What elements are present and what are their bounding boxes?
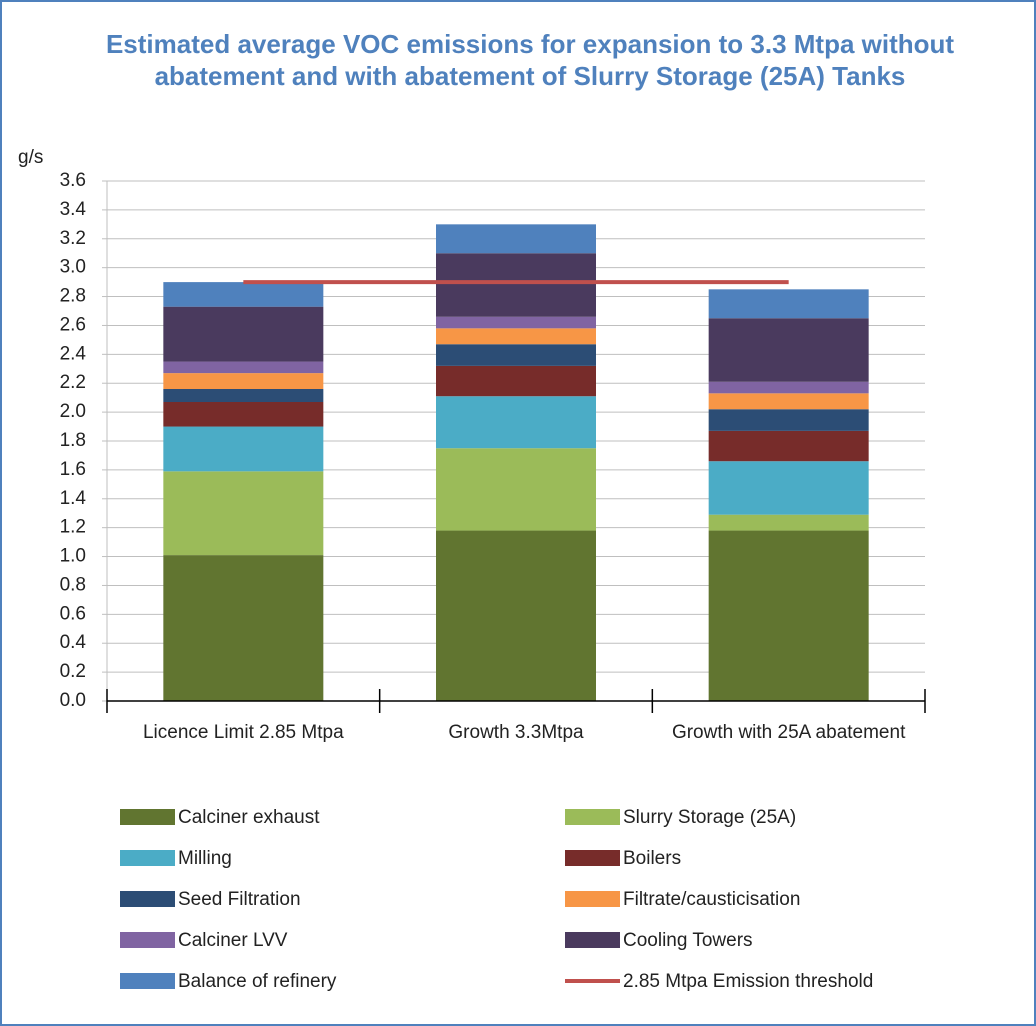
bar-segment [436,253,596,317]
y-tick-label: 0.0 [60,690,86,711]
x-tick-label: Growth 3.3Mtpa [448,722,584,743]
y-tick-label: 3.6 [60,170,86,191]
bar-segment [708,514,869,531]
y-tick-label: 1.2 [60,517,86,538]
y-tick-label: 0.8 [60,574,86,595]
bar-segment [708,318,869,382]
bar-segment [163,402,324,427]
legend-label: Cooling Towers [623,930,753,951]
bar-segment [436,396,596,449]
legend-label: Slurry Storage (25A) [623,807,796,828]
y-tick-label: 1.4 [60,488,87,509]
y-axis-label: g/s [18,147,43,168]
bar-segment [436,224,596,254]
bar-segment [708,409,869,431]
y-tick-label: 0.4 [60,632,87,653]
y-tick-label: 0.6 [60,603,86,624]
bar-segment [163,555,324,701]
legend-label: Filtrate/causticisation [623,889,800,910]
y-tick-label: 3.4 [60,199,87,220]
bar-segment [163,471,324,556]
y-tick-label: 2.2 [60,372,86,393]
legend-label: Balance of refinery [178,971,337,992]
y-tick-label: 3.0 [60,257,86,278]
bar-segment [163,282,324,307]
bar-segment [436,365,596,397]
y-tick-label: 2.0 [60,401,86,422]
bar-segment [436,448,596,531]
y-tick-label: 1.0 [60,546,86,567]
bar-segment [436,344,596,366]
y-tick-label: 1.6 [60,459,86,480]
legend-swatch [120,932,175,948]
y-tick-label: 2.4 [60,343,87,364]
bar-segment [708,381,869,394]
x-tick-label: Growth with 25A abatement [671,722,906,743]
legend-label: Milling [178,848,232,869]
bar-segment [708,289,869,319]
legend-label: Boilers [623,848,681,869]
legend-label: Calciner LVV [178,930,288,951]
y-tick-label: 2.6 [60,314,86,335]
bar-segment [163,361,324,374]
bar-segment [708,430,869,462]
bar-segment [436,328,596,345]
legend-swatch [565,932,620,948]
y-tick-label: 0.2 [60,661,86,682]
bar-segment [436,530,596,701]
bar-segment [163,426,324,472]
bar-segment [436,316,596,329]
legend-swatch [120,973,175,989]
legend-swatch [565,891,620,907]
legend-swatch [120,891,175,907]
legend-label: 2.85 Mtpa Emission threshold [623,971,873,992]
legend-swatch [120,850,175,866]
bar-segment [163,306,324,362]
legend-label: Calciner exhaust [178,807,320,828]
y-tick-label: 1.8 [60,430,86,451]
legend-swatch [120,809,175,825]
legend-swatch [565,809,620,825]
chart-title: Estimated average VOC emissions for expa… [105,29,955,91]
legend-swatch [565,850,620,866]
bar-segment [708,461,869,515]
x-tick-label: Licence Limit 2.85 Mtpa [142,722,344,743]
bar-segment [163,373,324,389]
y-tick-label: 2.8 [60,286,86,307]
legend-label: Seed Filtration [178,889,301,910]
bar-segment [163,389,324,402]
y-tick-label: 3.2 [60,228,86,249]
bar-segment [708,393,869,410]
bar-segment [708,530,869,701]
